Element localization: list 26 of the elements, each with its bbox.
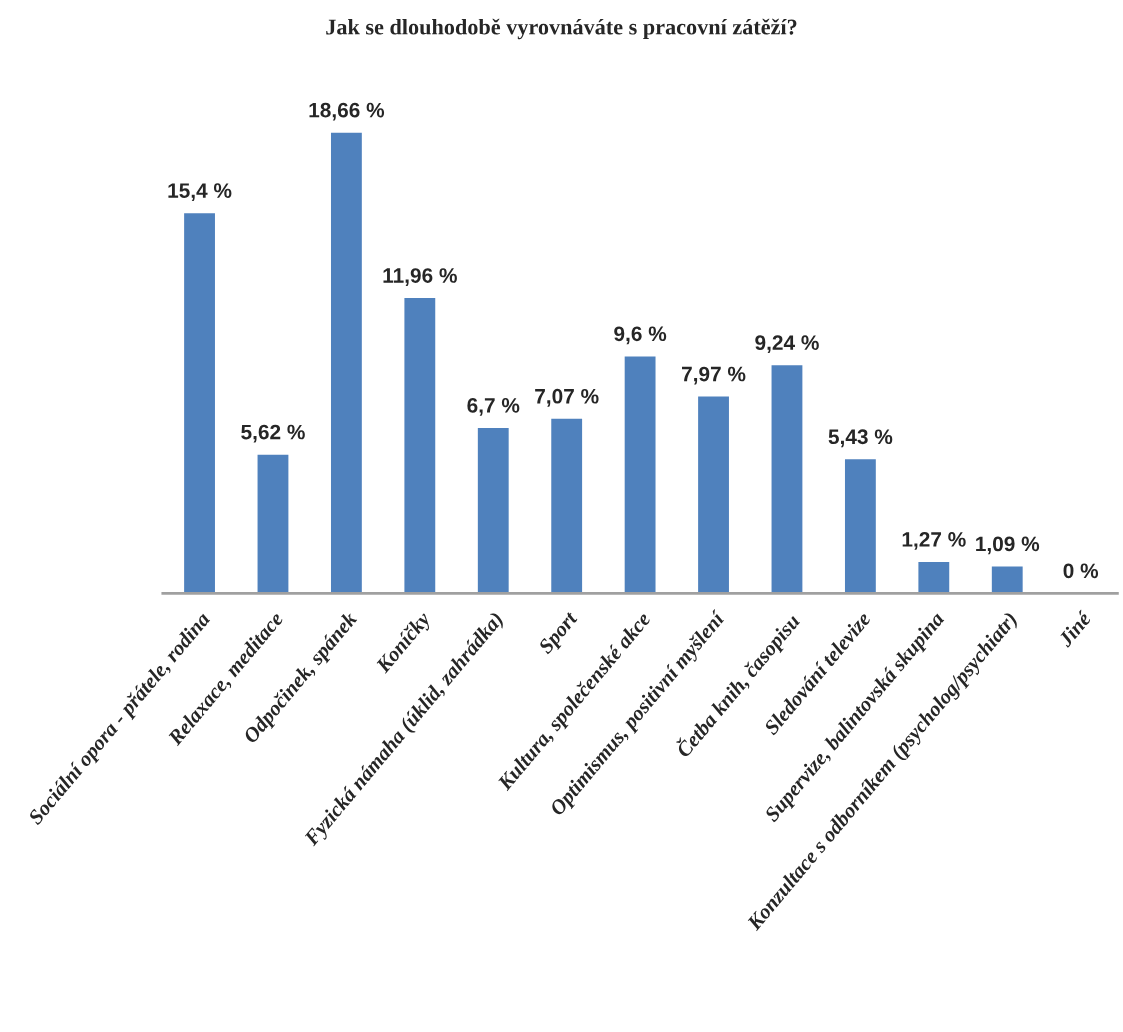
bar xyxy=(330,132,362,594)
data-label: 1,27 % xyxy=(902,532,966,550)
data-label: 9,24 % xyxy=(755,335,819,354)
chart-title: Jak se dlouhodobě vyrovnáváte s pracovní zátěží? xyxy=(326,18,797,40)
bar xyxy=(477,427,509,594)
bar xyxy=(918,562,950,594)
data-label: 5,62 % xyxy=(241,424,305,443)
bar xyxy=(551,418,583,594)
data-label: 7,97 % xyxy=(682,366,746,385)
bar xyxy=(771,365,803,594)
bar xyxy=(257,454,289,594)
bar xyxy=(404,298,436,594)
data-label: 15,4 % xyxy=(168,183,232,201)
bar xyxy=(991,566,1023,594)
bar xyxy=(844,459,876,594)
bar xyxy=(698,396,729,594)
data-label: 9,6 % xyxy=(614,326,667,345)
data-label: 1,09 % xyxy=(976,536,1040,555)
data-label: 18,66 % xyxy=(309,102,385,121)
bar xyxy=(624,356,656,594)
data-label: 0 % xyxy=(1063,563,1099,579)
data-label: 5,43 % xyxy=(828,429,893,448)
data-label: 11,96 % xyxy=(383,268,457,286)
bar xyxy=(184,213,215,594)
data-label: 6,7 % xyxy=(467,398,520,416)
data-label: 7,07 % xyxy=(535,388,599,407)
